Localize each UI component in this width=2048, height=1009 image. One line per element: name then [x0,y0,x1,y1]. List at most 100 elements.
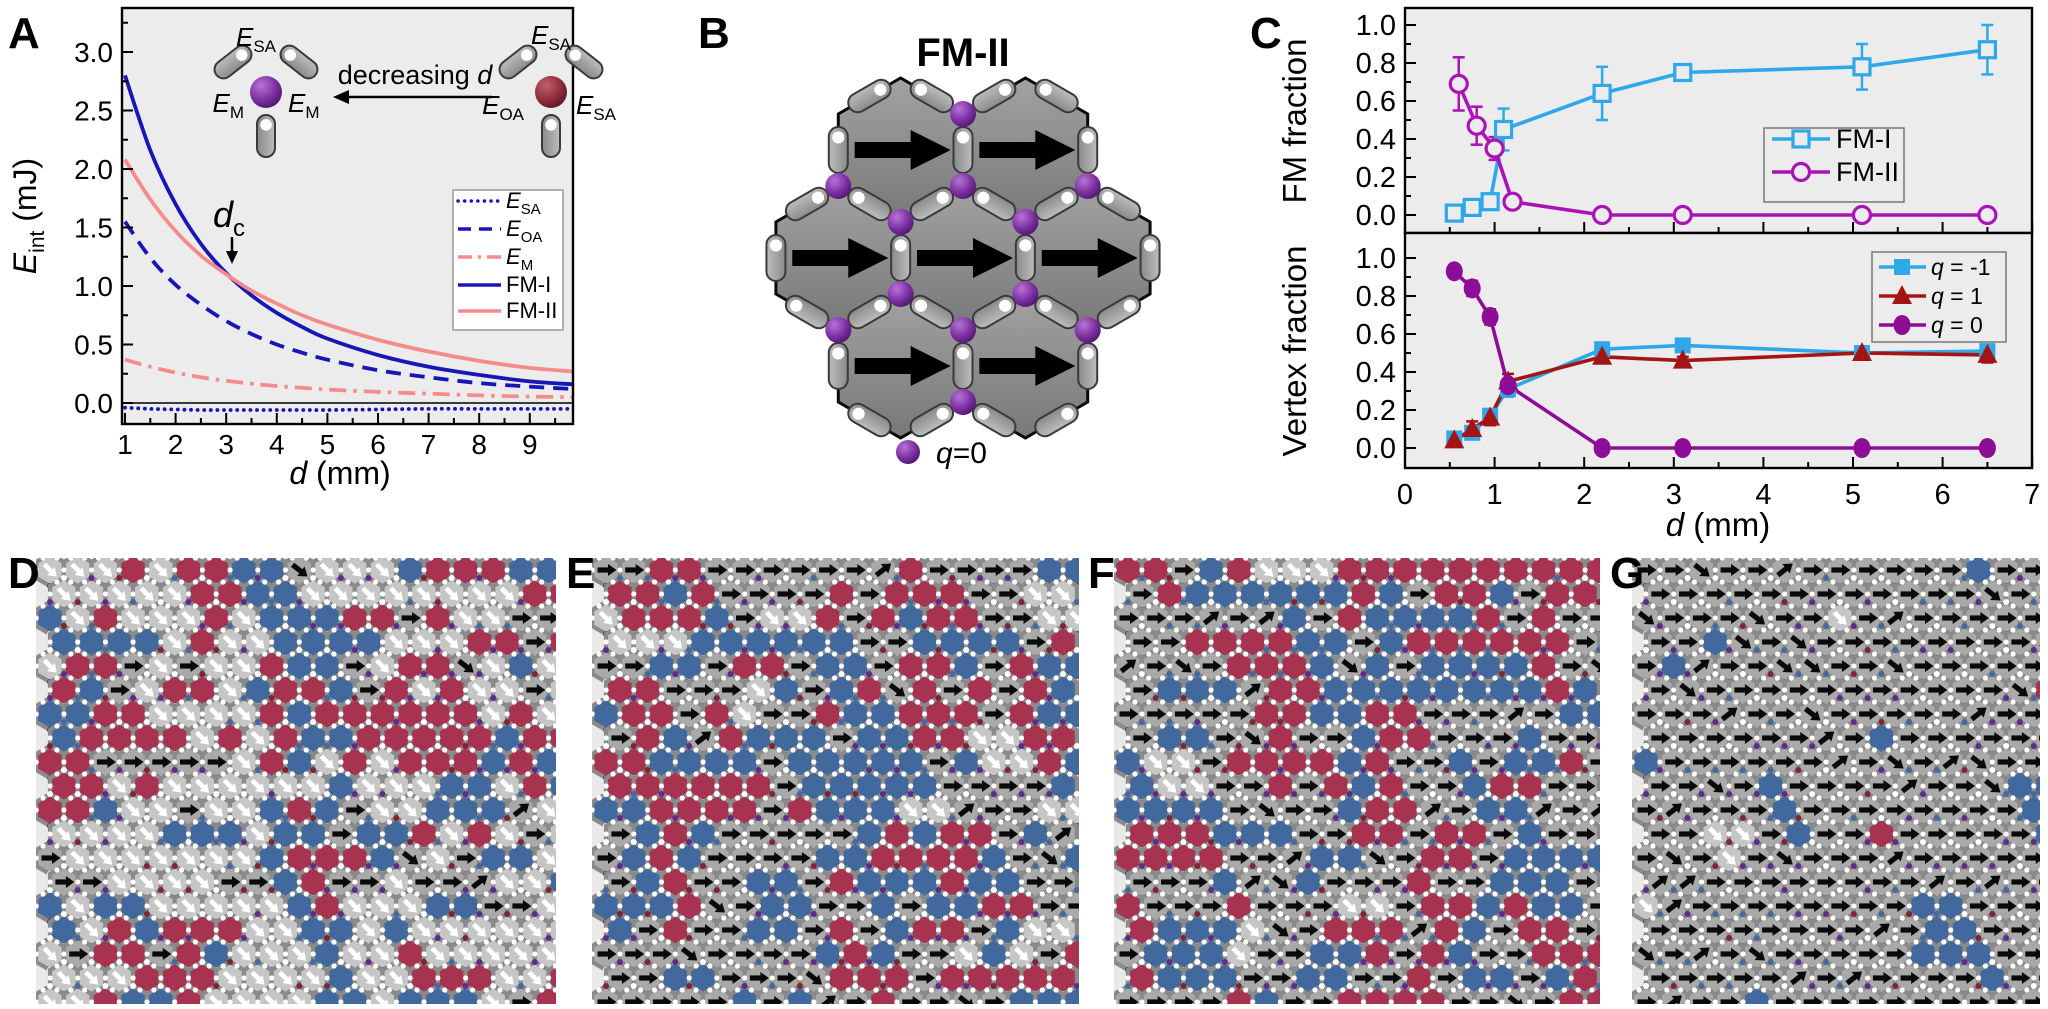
lattice-cell-red [1582,983,1600,1004]
black-arrow-icon [1845,828,1865,840]
black-arrow-icon [1679,875,1696,890]
black-arrow-icon [1133,732,1153,744]
white-arrow-icon [499,922,514,937]
black-arrow-icon [902,900,922,912]
white-arrow-icon [444,922,459,937]
black-arrow-icon [1637,708,1657,720]
black-arrow-icon [1928,972,1948,984]
black-arrow-icon [1720,900,1740,912]
black-arrow-icon [180,804,199,816]
black-arrow-icon [1590,803,1600,818]
black-arrow-icon [1859,564,1879,576]
lattice-cell-black_arrow [700,887,733,925]
x-tick-label: 6 [370,429,386,460]
marker-open-square [1791,129,1811,149]
black-arrow-icon [694,684,714,696]
black-arrow-icon [1244,875,1261,890]
white-arrow-icon [375,802,390,817]
black-arrow-icon [1872,588,1892,600]
white-arrow-icon [264,994,279,1004]
x-tick-label: 1 [117,429,133,460]
inset-left-em2-label: EM [288,88,320,122]
black-arrow-icon [860,924,880,936]
black-arrow-icon [1424,756,1444,768]
black-arrow-icon [1817,924,1837,936]
black-arrow-icon [1202,708,1222,720]
black-arrow-icon [1679,924,1698,936]
black-arrow-icon [1535,708,1554,720]
black-arrow-icon [1984,875,2001,890]
white-arrow-icon [153,610,168,625]
black-arrow-icon [1054,876,1074,888]
black-arrow-icon [1230,804,1250,816]
q0-vertex-sphere [1074,317,1101,343]
legend-label-FM-II: FM-II [1836,157,1899,187]
white-arrow-icon [194,778,210,793]
black-arrow-icon [1693,562,1710,577]
black-arrow-icon [2011,636,2031,648]
white-arrow-icon [347,946,362,961]
black-arrow-icon [1479,708,1499,720]
white-arrow-icon [444,826,459,841]
white-arrow-icon [499,970,514,985]
black-arrow-icon [791,948,811,960]
white-arrow-icon [541,898,556,913]
black-arrow-icon [929,564,949,576]
black-arrow-icon [1803,564,1823,576]
black-arrow-icon [1590,658,1600,673]
black-arrow-icon [1762,828,1782,840]
black-arrow-icon [763,996,783,1004]
black-arrow-icon [597,996,617,1004]
white-arrow-icon [1721,850,1736,865]
black-arrow-icon [2011,828,2031,840]
black-arrow-icon [1665,948,1685,960]
black-arrow-icon [1202,660,1222,672]
black-arrow-icon [1507,948,1527,960]
black-arrow-icon [2011,972,2031,984]
lattice-cell-black_arrow [1444,983,1477,1004]
black-arrow-icon [1354,972,1374,984]
q0-vertex-sphere [1074,173,1101,199]
white-arrow-icon [278,970,293,985]
black-arrow-icon [597,948,617,960]
white-arrow-icon [1148,754,1163,769]
black-arrow-icon [1424,708,1444,720]
black-arrow-icon [1692,708,1712,720]
black-arrow-icon [736,948,755,960]
black-arrow-icon [1790,634,1807,649]
black-arrow-icon [1147,612,1167,624]
black-arrow-icon [597,852,617,864]
white-arrow-icon [139,874,154,889]
x-tick-label: 1 [1487,479,1503,511]
y-tick-label: 3.0 [74,37,113,68]
moment-arrow [854,130,951,170]
black-arrow-icon [1651,732,1671,744]
white-arrow-icon [388,874,404,889]
magnet-capsule [890,234,912,282]
black-arrow-icon [1997,564,2017,576]
black-arrow-icon [1748,610,1766,625]
black-arrow-icon [749,828,769,840]
white-arrow-icon [499,874,514,889]
white-arrow-icon [640,634,655,649]
y-tick-label: 1.0 [1356,10,1396,42]
black-arrow-icon [512,996,532,1004]
black-arrow-icon [1817,876,1837,888]
black-arrow-icon [1776,563,1793,578]
black-arrow-icon [763,852,783,864]
white-arrow-icon [485,994,500,1004]
black-arrow-icon [1637,660,1657,672]
black-arrow-icon [1969,852,1989,864]
black-arrow-icon [1914,708,1934,720]
black-arrow-icon [1665,850,1682,865]
black-arrow-icon [929,996,949,1004]
black-arrow-icon [1928,732,1948,744]
black-arrow-icon [1147,660,1167,672]
lattice-cell-black_arrow [1485,911,1518,949]
black-arrow-icon [888,636,908,648]
white-arrow-icon [222,970,237,985]
lattice-cell-light_arrow [269,959,302,997]
black-arrow-icon [1174,564,1194,576]
black-arrow-icon [1886,996,1906,1004]
legend-label-E_OA: EOA [506,216,542,246]
